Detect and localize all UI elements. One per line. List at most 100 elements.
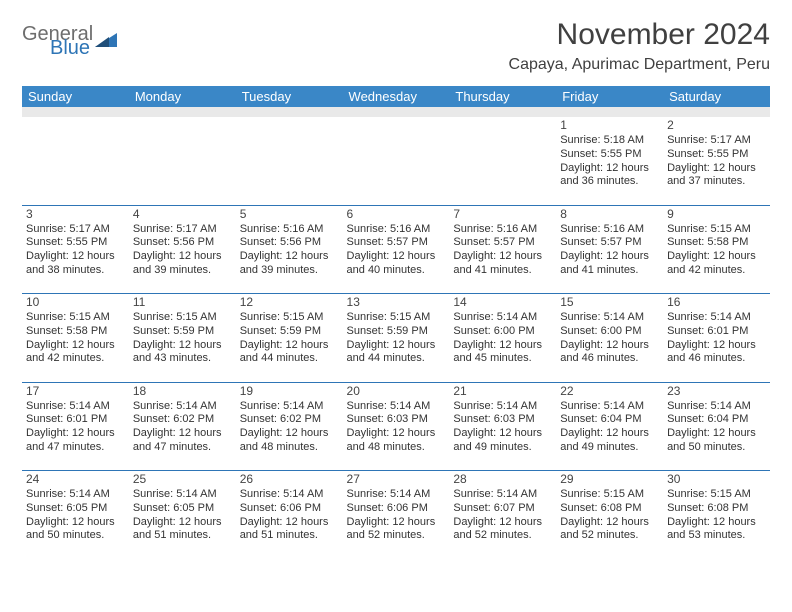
day-cell: 15Sunrise: 5:14 AMSunset: 6:00 PMDayligh… [556,294,663,382]
day-number: 27 [347,472,446,487]
sunrise-text: Sunrise: 5:16 AM [240,223,339,237]
day-cell: 28Sunrise: 5:14 AMSunset: 6:07 PMDayligh… [449,471,556,559]
header: General Blue November 2024 Capaya, Apuri… [22,18,770,82]
sunrise-text: Sunrise: 5:15 AM [560,488,659,502]
day1-text: Daylight: 12 hours [26,339,125,353]
day-number: 7 [453,207,552,222]
day1-text: Daylight: 12 hours [560,427,659,441]
day2-text: and 39 minutes. [133,264,232,278]
sunset-text: Sunset: 6:04 PM [667,413,766,427]
day1-text: Daylight: 12 hours [26,427,125,441]
triangle-icon [95,29,119,54]
day2-text: and 47 minutes. [133,441,232,455]
sunset-text: Sunset: 6:00 PM [560,325,659,339]
sunrise-text: Sunrise: 5:18 AM [560,134,659,148]
sunset-text: Sunset: 5:56 PM [133,236,232,250]
header-gap-row [22,107,770,117]
day-cell: 4Sunrise: 5:17 AMSunset: 5:56 PMDaylight… [129,206,236,294]
sunrise-text: Sunrise: 5:16 AM [453,223,552,237]
day-cell: 18Sunrise: 5:14 AMSunset: 6:02 PMDayligh… [129,383,236,471]
day-number: 6 [347,207,446,222]
day1-text: Daylight: 12 hours [26,250,125,264]
day2-text: and 44 minutes. [240,352,339,366]
week-row: 1Sunrise: 5:18 AMSunset: 5:55 PMDaylight… [22,117,770,205]
day-cell: 7Sunrise: 5:16 AMSunset: 5:57 PMDaylight… [449,206,556,294]
day1-text: Daylight: 12 hours [667,339,766,353]
sunrise-text: Sunrise: 5:14 AM [560,311,659,325]
day-cell: 14Sunrise: 5:14 AMSunset: 6:00 PMDayligh… [449,294,556,382]
day1-text: Daylight: 12 hours [240,516,339,530]
day-cell: 22Sunrise: 5:14 AMSunset: 6:04 PMDayligh… [556,383,663,471]
sunrise-text: Sunrise: 5:14 AM [240,400,339,414]
sunrise-text: Sunrise: 5:14 AM [453,400,552,414]
day1-text: Daylight: 12 hours [453,339,552,353]
day1-text: Daylight: 12 hours [667,427,766,441]
day-header-row: SundayMondayTuesdayWednesdayThursdayFrid… [22,86,770,107]
day2-text: and 46 minutes. [560,352,659,366]
sunset-text: Sunset: 5:59 PM [240,325,339,339]
day-number: 3 [26,207,125,222]
day-header: Tuesday [236,86,343,107]
day1-text: Daylight: 12 hours [133,516,232,530]
logo: General Blue [22,18,119,58]
day-number: 15 [560,295,659,310]
sunrise-text: Sunrise: 5:15 AM [26,311,125,325]
day2-text: and 46 minutes. [667,352,766,366]
sunset-text: Sunset: 5:57 PM [453,236,552,250]
day2-text: and 53 minutes. [667,529,766,543]
day-header: Thursday [449,86,556,107]
sunset-text: Sunset: 5:56 PM [240,236,339,250]
sunrise-text: Sunrise: 5:16 AM [347,223,446,237]
day-cell: 11Sunrise: 5:15 AMSunset: 5:59 PMDayligh… [129,294,236,382]
sunrise-text: Sunrise: 5:14 AM [560,400,659,414]
week-row: 24Sunrise: 5:14 AMSunset: 6:05 PMDayligh… [22,471,770,559]
location-text: Capaya, Apurimac Department, Peru [509,56,770,74]
day2-text: and 51 minutes. [133,529,232,543]
day-cell: 20Sunrise: 5:14 AMSunset: 6:03 PMDayligh… [343,383,450,471]
sunset-text: Sunset: 5:58 PM [26,325,125,339]
day-number: 22 [560,384,659,399]
day-header: Wednesday [343,86,450,107]
sunrise-text: Sunrise: 5:15 AM [347,311,446,325]
day2-text: and 49 minutes. [453,441,552,455]
day-cell: 23Sunrise: 5:14 AMSunset: 6:04 PMDayligh… [663,383,770,471]
sunset-text: Sunset: 6:06 PM [240,502,339,516]
sunrise-text: Sunrise: 5:15 AM [667,488,766,502]
day-number: 26 [240,472,339,487]
sunrise-text: Sunrise: 5:17 AM [133,223,232,237]
sunrise-text: Sunrise: 5:14 AM [453,488,552,502]
day-cell: 29Sunrise: 5:15 AMSunset: 6:08 PMDayligh… [556,471,663,559]
day1-text: Daylight: 12 hours [667,162,766,176]
sunset-text: Sunset: 6:03 PM [347,413,446,427]
logo-blue: Blue [50,38,93,58]
day-cell: 8Sunrise: 5:16 AMSunset: 5:57 PMDaylight… [556,206,663,294]
day-number: 21 [453,384,552,399]
calendar-table: SundayMondayTuesdayWednesdayThursdayFrid… [22,86,770,559]
sunset-text: Sunset: 6:07 PM [453,502,552,516]
sunrise-text: Sunrise: 5:15 AM [133,311,232,325]
day-cell: 13Sunrise: 5:15 AMSunset: 5:59 PMDayligh… [343,294,450,382]
sunrise-text: Sunrise: 5:14 AM [26,488,125,502]
day1-text: Daylight: 12 hours [560,339,659,353]
day1-text: Daylight: 12 hours [347,339,446,353]
sunset-text: Sunset: 5:55 PM [667,148,766,162]
sunset-text: Sunset: 6:08 PM [560,502,659,516]
day-number: 23 [667,384,766,399]
sunrise-text: Sunrise: 5:17 AM [667,134,766,148]
week-row: 10Sunrise: 5:15 AMSunset: 5:58 PMDayligh… [22,294,770,382]
sunset-text: Sunset: 6:02 PM [240,413,339,427]
logo-text: General Blue [22,24,93,58]
day1-text: Daylight: 12 hours [240,427,339,441]
day1-text: Daylight: 12 hours [133,427,232,441]
day2-text: and 49 minutes. [560,441,659,455]
sunset-text: Sunset: 5:55 PM [560,148,659,162]
day2-text: and 38 minutes. [26,264,125,278]
day2-text: and 37 minutes. [667,175,766,189]
sunset-text: Sunset: 6:02 PM [133,413,232,427]
sunrise-text: Sunrise: 5:14 AM [240,488,339,502]
day-cell: 12Sunrise: 5:15 AMSunset: 5:59 PMDayligh… [236,294,343,382]
day2-text: and 50 minutes. [26,529,125,543]
day1-text: Daylight: 12 hours [133,339,232,353]
day2-text: and 41 minutes. [560,264,659,278]
day2-text: and 52 minutes. [347,529,446,543]
